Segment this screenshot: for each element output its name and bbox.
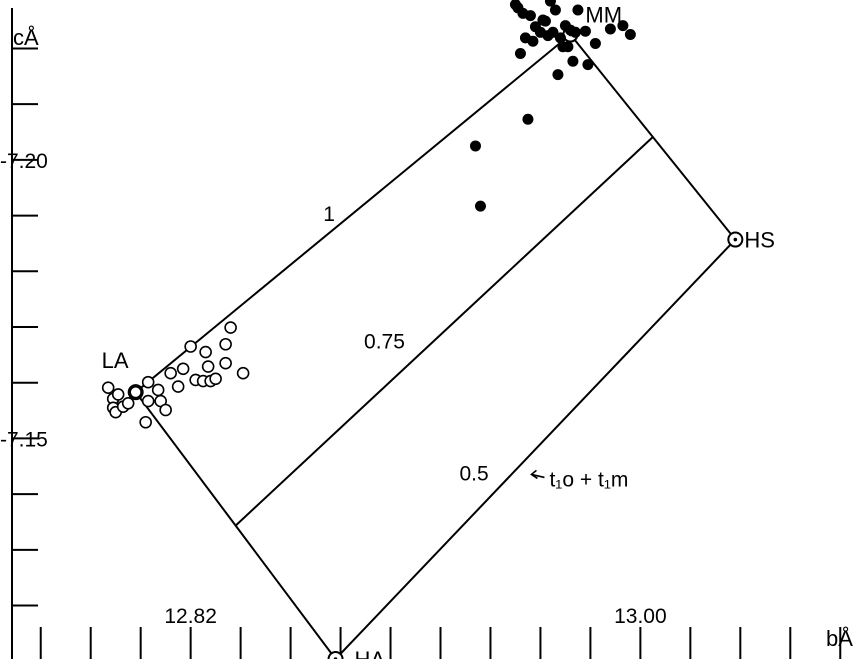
y-tick-labels: -7.20 -7.15 [0, 150, 48, 452]
y-tick-label-7.20: -7.20 [0, 150, 48, 173]
endpoint-label-ha: HA [355, 647, 386, 659]
open-point-27 [236, 366, 250, 380]
open-point-6 [121, 397, 135, 410]
x-axis-label: bÅ [826, 626, 853, 651]
open-point-10 [141, 394, 155, 408]
filled-point-0 [469, 140, 481, 152]
open-point-26 [224, 321, 237, 334]
filled-point-8 [524, 10, 536, 22]
filled-point-19 [554, 32, 566, 44]
open-point-9 [141, 375, 155, 389]
contour-0-75 [234, 136, 654, 527]
filled-point-4 [514, 47, 526, 59]
open-point-24 [219, 337, 232, 351]
endpoint-label-mm: MM [585, 3, 622, 28]
filled-point-13 [539, 15, 551, 27]
x-tick-labels: 12.82 13.00 [164, 605, 666, 628]
filled-point-28 [582, 59, 594, 71]
open-point-14 [164, 366, 177, 380]
open-point-8 [139, 415, 152, 429]
endpoint-ha [327, 651, 344, 659]
y-tick-label-7.15: -7.15 [0, 428, 48, 451]
series-filled-circles [469, 0, 636, 212]
filled-point-9 [527, 35, 539, 47]
filled-point-1 [474, 200, 486, 212]
filled-point-27 [579, 25, 591, 37]
contour-label-1: 1 [323, 203, 335, 226]
open-point-17 [184, 340, 197, 353]
x-axis: 12.82 13.00 bÅ [39, 605, 853, 659]
filled-point-24 [567, 55, 579, 67]
open-point-11 [151, 383, 165, 397]
filled-point-16 [547, 26, 559, 38]
open-point-0 [101, 381, 115, 395]
y-ticks [12, 47, 38, 607]
filled-point-22 [562, 41, 574, 53]
filled-point-15 [544, 0, 556, 7]
contour-label-0-75: 0.75 [364, 331, 405, 354]
open-point-23 [209, 372, 222, 386]
endpoint-center-hs [733, 237, 738, 242]
annotation-text: t₁o + t₁m [549, 468, 628, 491]
y-axis-label: cÅ [13, 25, 39, 50]
filled-point-7 [522, 113, 534, 125]
annotation-arrowhead [530, 469, 538, 480]
open-point-4 [111, 388, 125, 401]
open-point-7 [129, 385, 142, 399]
filled-point-32 [624, 29, 636, 41]
open-point-21 [201, 360, 215, 373]
open-point-15 [171, 380, 185, 393]
series-open-circles [101, 321, 250, 429]
filled-point-30 [604, 23, 616, 35]
filled-point-31 [617, 20, 629, 32]
open-point-16 [176, 362, 190, 376]
filled-point-25 [569, 26, 581, 38]
x-tick-label-13.00: 13.00 [614, 605, 667, 628]
filled-point-18 [552, 69, 564, 81]
filled-point-17 [549, 4, 561, 16]
contour-label-0-5: 0.5 [459, 462, 488, 485]
x-tick-label-12.82: 12.82 [164, 605, 217, 628]
endpoint-label-la: LA [102, 348, 129, 373]
filled-point-29 [589, 37, 601, 49]
open-point-20 [199, 345, 212, 359]
diagram-labels: LA MM HS HA 1 0.75 0.5 t₁o + t₁m [102, 3, 775, 659]
y-axis: cÅ -7.20 -7.15 [0, 8, 48, 659]
endpoint-label-hs: HS [744, 228, 775, 253]
open-point-13 [159, 403, 172, 417]
open-point-25 [219, 356, 232, 370]
x-ticks [39, 627, 842, 659]
filled-point-26 [572, 4, 584, 16]
